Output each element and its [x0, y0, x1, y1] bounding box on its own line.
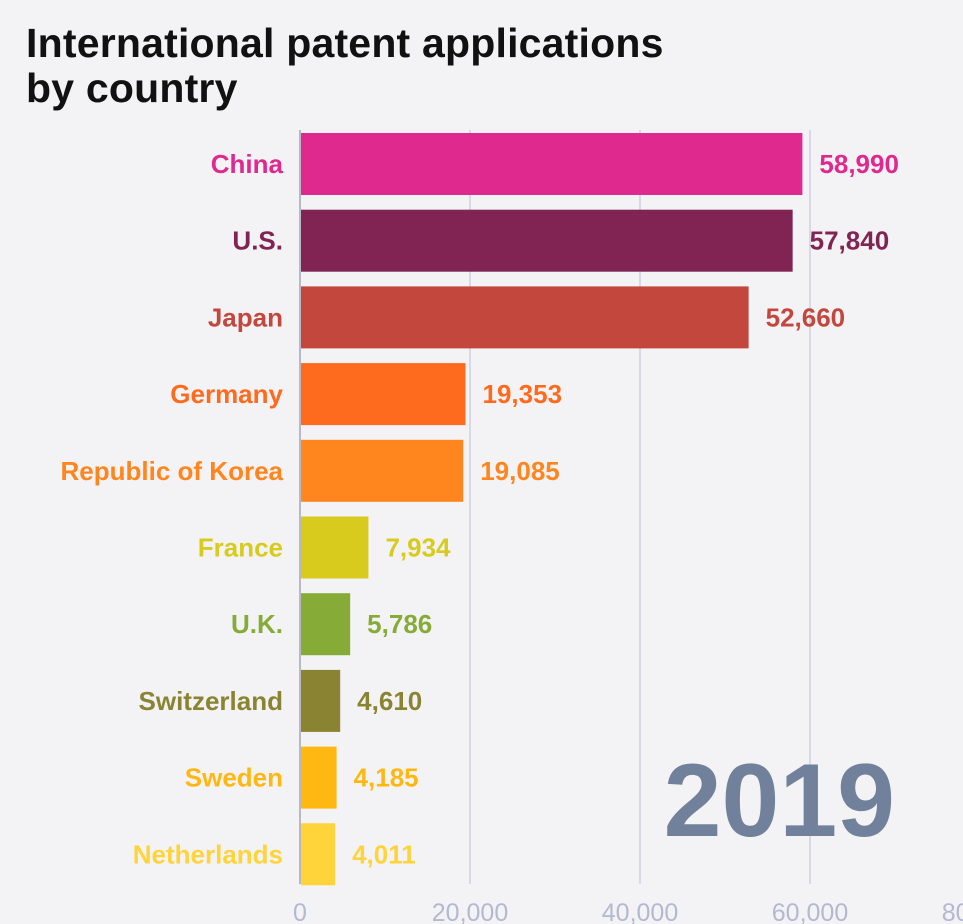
category-label: U.S. [232, 226, 283, 256]
bar [301, 439, 464, 502]
category-label: U.K. [231, 609, 283, 639]
category-label: Germany [170, 379, 283, 409]
value-label: 4,011 [352, 839, 416, 869]
category-labels: China U.S. Japan Germany Republic of Korea Fr… [61, 149, 284, 869]
value-label: 57,840 [810, 226, 890, 256]
chart-title-line-2: by country [26, 65, 238, 111]
value-label: 52,660 [766, 302, 846, 332]
value-label: 4,185 [354, 763, 419, 793]
bar [301, 593, 351, 656]
category-label: Sweden [185, 763, 283, 793]
bar [301, 516, 369, 579]
chart-title-line-1: International patent applications [26, 20, 664, 66]
value-label: 4,610 [357, 686, 422, 716]
category-label: Netherlands [133, 839, 283, 869]
x-tick-label: 60,000 [772, 899, 848, 924]
x-tick-label: 20,000 [432, 899, 508, 924]
category-label: France [198, 533, 283, 563]
category-label: China [211, 149, 284, 179]
value-label: 58,990 [819, 149, 899, 179]
x-axis-ticks: 0 20,000 40,000 60,000 80,000 [293, 899, 963, 924]
value-labels: 58,990 57,840 52,660 19,353 19,085 7,934 5,786… [352, 149, 899, 869]
x-tick-label: 80,000 [942, 899, 963, 924]
bar [301, 209, 793, 272]
value-label: 7,934 [385, 533, 451, 563]
bar [301, 286, 749, 349]
bars [301, 133, 803, 886]
category-label: Switzerland [139, 686, 283, 716]
bar [301, 669, 341, 732]
x-tick-label: 40,000 [602, 899, 678, 924]
gridlines [299, 130, 811, 884]
value-label: 19,085 [480, 456, 560, 486]
bar [301, 823, 336, 886]
category-label: Republic of Korea [61, 456, 284, 486]
year-label: 2019 [664, 743, 895, 859]
category-label: Japan [208, 302, 283, 332]
value-label: 5,786 [367, 609, 432, 639]
bar [301, 133, 803, 195]
x-tick-label: 0 [293, 899, 307, 924]
bar [301, 363, 466, 426]
bar [301, 746, 337, 809]
value-label: 19,353 [483, 379, 563, 409]
